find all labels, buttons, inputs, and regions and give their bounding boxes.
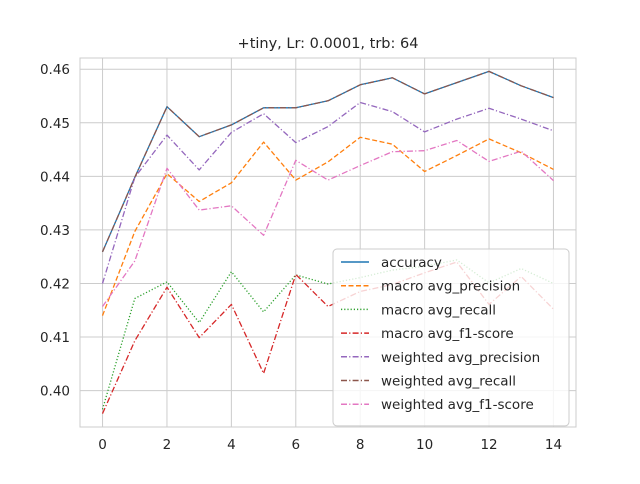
legend-label: weighted avg_precision	[381, 350, 540, 366]
y-tick-label: 0.41	[40, 330, 70, 346]
tick-labels: 0 2 4 6 8 10 12 14 0.40 0.41 0.42 0.43 0.44 0.45 0.46	[40, 62, 562, 453]
x-tick-label: 8	[356, 437, 365, 453]
legend-label: macro avg_precision	[381, 279, 520, 295]
y-tick-label: 0.42	[40, 276, 70, 292]
series-line-weighted-avg-recall	[101, 70, 554, 253]
y-tick-label: 0.43	[40, 223, 70, 239]
series-line-accuracy	[101, 70, 554, 253]
legend-label: weighted avg_f1-score	[381, 397, 534, 413]
x-tick-label: 0	[98, 437, 107, 453]
y-tick-label: 0.45	[40, 116, 70, 132]
x-tick-label: 10	[416, 437, 433, 453]
x-tick-label: 4	[227, 437, 236, 453]
plot-frame	[79, 57, 577, 428]
series-lines	[101, 70, 554, 414]
legend-label: macro avg_recall	[381, 302, 496, 318]
legend-label: weighted avg_recall	[381, 374, 516, 390]
series-line-weighted-avg-f1-score	[101, 139, 554, 307]
legend-label: macro avg_f1-score	[381, 326, 514, 342]
x-tick-label: 6	[291, 437, 300, 453]
x-tick-label: 12	[480, 437, 497, 453]
x-tick-label: 14	[545, 437, 562, 453]
series-line-macro-avg-precision	[101, 136, 554, 316]
x-tick-label: 2	[163, 437, 172, 453]
y-tick-label: 0.44	[40, 169, 70, 185]
legend-box	[332, 248, 570, 427]
series-line-weighted-avg-precision	[101, 101, 554, 284]
y-tick-label: 0.40	[40, 384, 70, 400]
legend-label: accuracy	[381, 255, 442, 271]
y-tick-label: 0.46	[40, 62, 70, 78]
chart-title: +tiny, Lr: 0.0001, trb: 64	[238, 36, 419, 52]
grid	[80, 58, 576, 427]
series-line-macro-avg-recall	[101, 259, 554, 410]
